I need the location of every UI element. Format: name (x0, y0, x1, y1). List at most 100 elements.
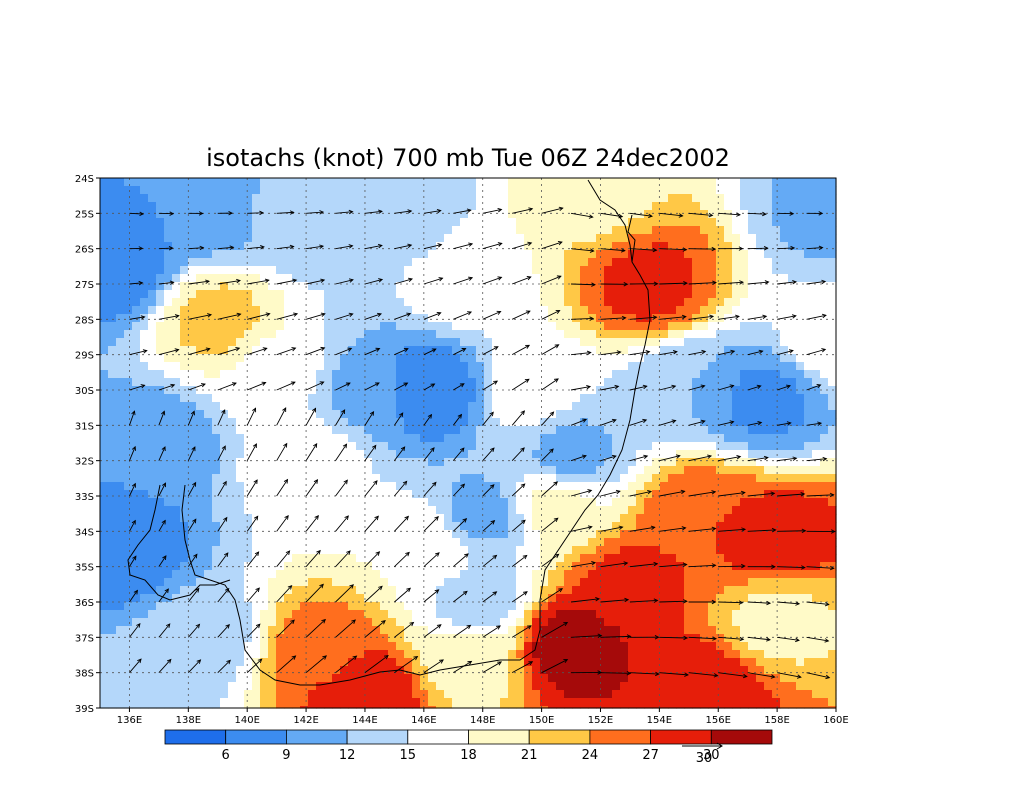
field-cell (564, 458, 573, 467)
field-cell (516, 274, 525, 283)
field-cell (564, 522, 573, 531)
field-cell (628, 354, 637, 363)
field-cell (332, 450, 341, 459)
field-cell (516, 354, 525, 363)
field-cell (644, 394, 653, 403)
field-cell (476, 242, 485, 251)
field-cell (508, 218, 517, 227)
field-cell (172, 666, 181, 675)
field-cell (580, 178, 589, 187)
field-cell (564, 234, 573, 243)
field-cell (476, 354, 485, 363)
field-cell (620, 450, 629, 459)
field-cell (276, 234, 285, 243)
field-cell (484, 514, 493, 523)
field-cell (244, 218, 253, 227)
field-cell (652, 434, 661, 443)
field-cell (268, 186, 277, 195)
field-cell (468, 474, 477, 483)
field-cell (132, 234, 141, 243)
field-cell (388, 410, 397, 419)
field-cell (252, 434, 261, 443)
field-cell (668, 634, 677, 643)
field-cell (500, 514, 509, 523)
field-cell (132, 642, 141, 651)
field-cell (372, 418, 381, 427)
field-cell (644, 338, 653, 347)
field-cell (236, 594, 245, 603)
field-cell (100, 402, 109, 411)
field-cell (396, 458, 405, 467)
field-cell (572, 698, 581, 707)
field-cell (156, 698, 165, 707)
field-cell (116, 394, 125, 403)
field-cell (524, 610, 533, 619)
field-cell (252, 538, 261, 547)
field-cell (548, 698, 557, 707)
field-cell (612, 586, 621, 595)
field-cell (340, 386, 349, 395)
field-cell (580, 322, 589, 331)
field-cell (652, 650, 661, 659)
field-cell (252, 346, 261, 355)
field-cell (260, 330, 269, 339)
field-cell (668, 626, 677, 635)
field-cell (684, 522, 693, 531)
field-cell (340, 354, 349, 363)
field-cell (420, 698, 429, 707)
field-cell (284, 554, 293, 563)
field-cell (308, 442, 317, 451)
field-cell (276, 218, 285, 227)
field-cell (556, 234, 565, 243)
field-cell (260, 570, 269, 579)
field-cell (620, 290, 629, 299)
field-cell (212, 658, 221, 667)
field-cell (692, 370, 701, 379)
field-cell (468, 290, 477, 299)
field-cell (132, 554, 141, 563)
field-cell (300, 626, 309, 635)
field-cell (332, 506, 341, 515)
field-cell (428, 386, 437, 395)
field-cell (436, 378, 445, 387)
field-cell (348, 258, 357, 267)
field-cell (580, 210, 589, 219)
field-cell (292, 298, 301, 307)
field-cell (676, 538, 685, 547)
field-cell (324, 538, 333, 547)
field-cell (220, 442, 229, 451)
field-cell (604, 402, 613, 411)
field-cell (108, 578, 117, 587)
field-cell (388, 658, 397, 667)
field-cell (300, 274, 309, 283)
field-cell (356, 674, 365, 683)
field-cell (444, 362, 453, 371)
field-cell (484, 498, 493, 507)
field-cell (404, 498, 413, 507)
field-cell (356, 266, 365, 275)
field-cell (180, 666, 189, 675)
field-cell (308, 634, 317, 643)
field-cell (532, 306, 541, 315)
field-cell (460, 546, 469, 555)
field-cell (628, 234, 637, 243)
field-cell (500, 442, 509, 451)
field-cell (316, 418, 325, 427)
field-cell (124, 186, 133, 195)
field-cell (196, 570, 205, 579)
field-cell (684, 682, 693, 691)
field-cell (412, 642, 421, 651)
field-cell (372, 618, 381, 627)
field-cell (684, 218, 693, 227)
field-cell (532, 578, 541, 587)
field-cell (580, 354, 589, 363)
field-cell (172, 474, 181, 483)
field-cell (228, 618, 237, 627)
field-cell (156, 394, 165, 403)
field-cell (476, 682, 485, 691)
field-cell (156, 426, 165, 435)
field-cell (228, 178, 237, 187)
field-cell (116, 466, 125, 475)
field-cell (260, 594, 269, 603)
field-cell (492, 330, 501, 339)
